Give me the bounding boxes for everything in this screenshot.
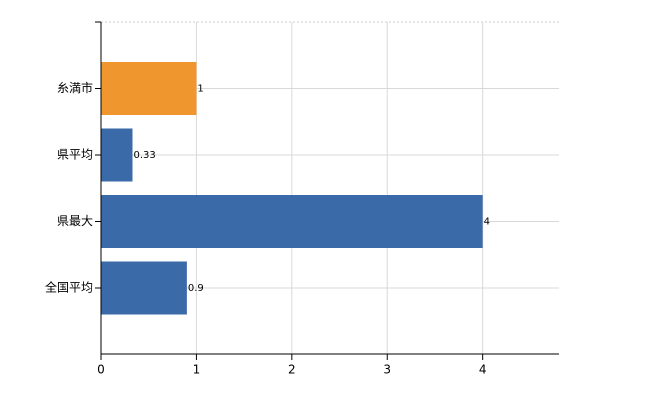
x-tick-label: 4 (479, 363, 487, 377)
y-tick-label: 県最大 (57, 214, 93, 228)
bar (101, 261, 187, 315)
bar (101, 62, 197, 115)
value-label: 4 (484, 217, 490, 228)
value-label: 0.9 (188, 283, 204, 294)
value-label: 0.33 (133, 150, 155, 161)
y-tick-label: 全国平均 (45, 280, 93, 295)
bar (101, 195, 483, 248)
y-tick-label: 県平均 (57, 148, 93, 162)
x-tick-label: 0 (97, 363, 105, 377)
x-tick-label: 3 (383, 363, 391, 377)
value-label: 1 (197, 84, 203, 95)
bar (101, 128, 133, 182)
y-tick-label: 糸満市 (57, 80, 93, 95)
x-tick-label: 1 (193, 363, 201, 377)
x-tick-label: 2 (288, 363, 296, 377)
